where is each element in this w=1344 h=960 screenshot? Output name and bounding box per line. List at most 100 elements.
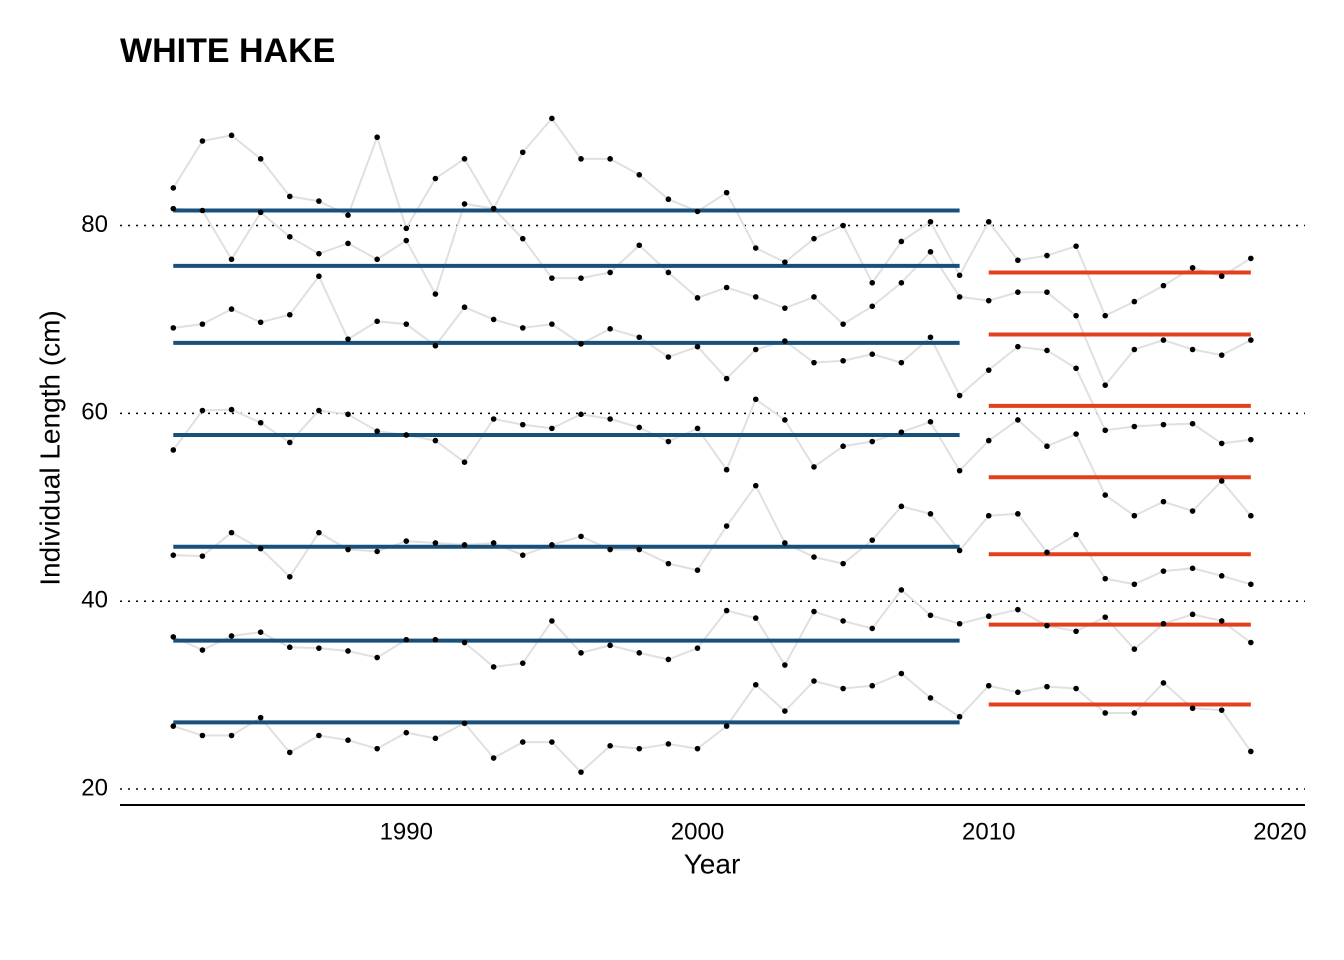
data-point bbox=[898, 280, 905, 286]
data-point bbox=[170, 325, 177, 331]
data-point bbox=[1044, 252, 1050, 259]
data-point bbox=[257, 156, 264, 162]
data-point bbox=[1218, 707, 1225, 713]
x-tick-label: 2000 bbox=[671, 818, 724, 845]
data-point bbox=[1189, 346, 1196, 353]
series-line bbox=[173, 274, 1251, 445]
data-point bbox=[665, 269, 672, 276]
data-point bbox=[432, 437, 439, 444]
data-point bbox=[286, 439, 293, 446]
series-line bbox=[172, 588, 1252, 668]
data-point bbox=[1073, 243, 1079, 249]
data-point bbox=[170, 723, 177, 729]
data-point bbox=[811, 294, 817, 300]
data-point bbox=[927, 334, 934, 341]
data-point bbox=[1015, 417, 1021, 423]
data-point bbox=[985, 437, 992, 444]
data-point bbox=[1160, 568, 1167, 574]
data-point bbox=[432, 540, 439, 546]
data-point bbox=[1218, 478, 1225, 484]
data-point bbox=[811, 608, 817, 615]
y-tick-label: 20 bbox=[81, 774, 108, 801]
series-line bbox=[172, 672, 1252, 774]
data-point bbox=[170, 185, 177, 191]
data-point bbox=[636, 424, 643, 431]
data-point bbox=[374, 134, 380, 141]
data-point bbox=[1248, 255, 1254, 262]
data-point bbox=[228, 132, 235, 139]
data-point bbox=[1102, 312, 1109, 319]
data-point bbox=[1015, 511, 1021, 517]
data-point bbox=[811, 554, 817, 560]
data-point bbox=[519, 660, 526, 666]
data-point bbox=[1248, 748, 1254, 755]
data-point bbox=[985, 218, 992, 225]
data-point bbox=[1189, 420, 1196, 427]
data-point bbox=[170, 205, 177, 212]
data-point bbox=[519, 421, 526, 428]
data-point bbox=[519, 149, 526, 156]
data-point bbox=[811, 359, 817, 366]
data-point bbox=[432, 291, 439, 297]
data-point bbox=[1131, 646, 1138, 652]
data-point bbox=[1073, 685, 1079, 692]
data-point bbox=[1015, 289, 1021, 296]
series-line bbox=[172, 116, 1252, 318]
data-point bbox=[840, 357, 846, 364]
data-point bbox=[519, 235, 526, 242]
data-point bbox=[985, 297, 992, 304]
data-point bbox=[257, 714, 264, 721]
data-point bbox=[869, 280, 876, 286]
data-point bbox=[549, 115, 555, 122]
data-point bbox=[1044, 289, 1050, 296]
data-point bbox=[1218, 273, 1225, 280]
data-point bbox=[345, 411, 351, 418]
data-point bbox=[1102, 427, 1109, 434]
data-point bbox=[257, 209, 264, 216]
data-point bbox=[927, 419, 934, 425]
data-point bbox=[665, 354, 672, 360]
data-point bbox=[898, 359, 905, 366]
data-point bbox=[578, 411, 584, 418]
data-point bbox=[956, 467, 963, 474]
x-tick-label: 2020 bbox=[1253, 818, 1306, 845]
data-point bbox=[636, 650, 643, 656]
data-point bbox=[257, 319, 264, 326]
data-point bbox=[432, 636, 439, 643]
series-line bbox=[172, 397, 1252, 517]
data-point bbox=[199, 407, 206, 414]
series-line bbox=[173, 202, 1252, 388]
data-point bbox=[228, 633, 235, 639]
data-point bbox=[956, 547, 963, 554]
data-point bbox=[752, 294, 759, 300]
data-point bbox=[345, 737, 351, 743]
data-point bbox=[752, 615, 759, 621]
data-point bbox=[985, 367, 992, 373]
data-point bbox=[461, 459, 468, 465]
data-point bbox=[1044, 347, 1050, 354]
data-point bbox=[956, 294, 963, 300]
data-point bbox=[519, 552, 526, 558]
data-point bbox=[665, 741, 672, 747]
data-point bbox=[1131, 298, 1138, 305]
data-point bbox=[345, 648, 351, 654]
data-point bbox=[752, 346, 759, 353]
data-point bbox=[752, 482, 759, 489]
data-point bbox=[316, 407, 322, 414]
y-axis-label: Individual Length (cm) bbox=[34, 310, 65, 585]
data-point bbox=[228, 529, 235, 536]
data-point bbox=[1131, 710, 1138, 716]
data-point bbox=[752, 396, 759, 403]
data-point bbox=[228, 306, 235, 312]
data-point bbox=[1248, 436, 1254, 443]
data-point bbox=[519, 325, 526, 331]
data-point bbox=[782, 708, 788, 714]
data-point bbox=[636, 172, 643, 178]
data-point bbox=[345, 212, 351, 218]
data-point bbox=[1131, 346, 1138, 353]
data-point bbox=[1248, 512, 1254, 519]
data-point bbox=[549, 739, 555, 745]
data-point bbox=[840, 443, 846, 450]
x-tick-label: 2010 bbox=[962, 818, 1015, 845]
